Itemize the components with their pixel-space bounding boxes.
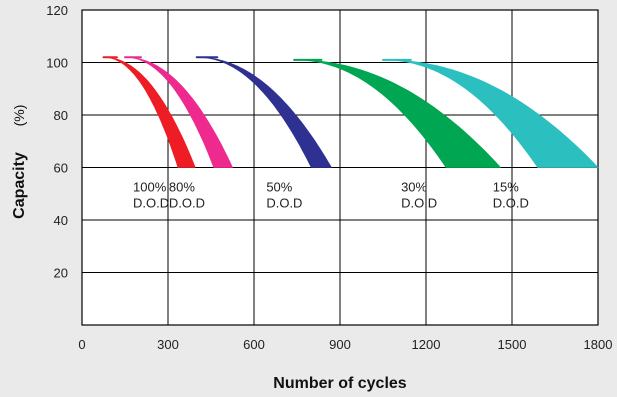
y-tick-label: 20 xyxy=(54,266,68,281)
series-band xyxy=(103,56,196,168)
dod-label-text: D.O.D xyxy=(493,196,529,211)
grid xyxy=(81,9,599,326)
dod-label-text: D.O.D xyxy=(169,196,205,211)
series-band xyxy=(293,59,501,168)
dod-label-percent: 15% xyxy=(493,180,519,195)
dod-label-text: D.O.D xyxy=(133,196,169,211)
series-band xyxy=(196,56,332,168)
y-axis-title: Capacity xyxy=(11,152,28,219)
dod-label-percent: 30% xyxy=(401,180,427,195)
series-bands xyxy=(102,56,599,168)
x-tick-label: 900 xyxy=(329,337,351,352)
y-tick-label: 80 xyxy=(54,108,68,123)
x-tick-label: 600 xyxy=(243,337,265,352)
y-tick-label: 100 xyxy=(46,56,68,71)
y-tick-label: 60 xyxy=(54,161,68,176)
dod-label-text: D.O.D xyxy=(401,196,437,211)
dod-label-percent: 100% xyxy=(133,180,167,195)
y-axis-title-group: Capacity (%) xyxy=(11,105,28,219)
dod-label-text: D.O.D xyxy=(266,196,302,211)
y-axis-unit: (%) xyxy=(11,105,27,127)
series-band xyxy=(124,56,233,168)
series-band xyxy=(382,59,599,168)
x-tick-label: 1500 xyxy=(498,337,527,352)
x-tick-label: 1200 xyxy=(412,337,441,352)
x-tick-label: 1800 xyxy=(584,337,613,352)
tick-labels: 0 300 600 900 1200 1500 1800 20 40 60 80 100 120 xyxy=(46,3,612,352)
x-tick-label: 0 xyxy=(78,337,85,352)
x-tick-label: 300 xyxy=(157,337,179,352)
dod-label-percent: 50% xyxy=(266,180,292,195)
x-axis-title: Number of cycles xyxy=(273,375,406,392)
dod-labels: 100%D.O.D80%D.O.D50%D.O.D30%D.O.D15%D.O.… xyxy=(133,180,529,211)
y-tick-label: 40 xyxy=(54,213,68,228)
y-tick-label: 120 xyxy=(46,3,68,18)
dod-label-percent: 80% xyxy=(169,180,195,195)
